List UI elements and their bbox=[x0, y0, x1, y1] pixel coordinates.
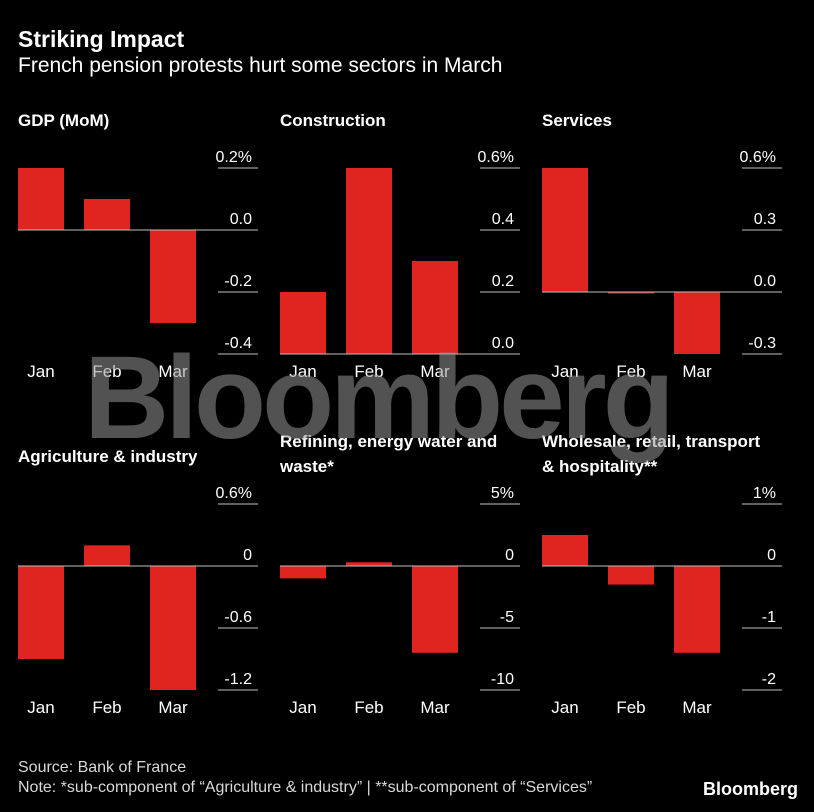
category-label: Mar bbox=[420, 362, 450, 381]
category-label: Jan bbox=[289, 698, 316, 717]
chart-subtitle: French pension protests hurt some sector… bbox=[18, 54, 503, 77]
bar-mar bbox=[150, 566, 196, 690]
bar-jan bbox=[542, 168, 588, 292]
footnote: Note: *sub-component of “Agriculture & i… bbox=[18, 779, 593, 796]
bar-feb bbox=[346, 562, 392, 566]
tick-label: -0.2 bbox=[224, 273, 252, 290]
category-label: Mar bbox=[682, 698, 712, 717]
bar-mar bbox=[150, 230, 196, 323]
tick-label: 0.0 bbox=[492, 335, 514, 352]
bar-feb bbox=[84, 545, 130, 566]
bar-mar bbox=[674, 292, 720, 354]
tick-label: 0.6% bbox=[740, 149, 776, 166]
tick-label: 0.0 bbox=[230, 211, 252, 228]
category-label: Mar bbox=[682, 362, 712, 381]
bar-feb bbox=[608, 292, 654, 294]
tick-label: 0.2% bbox=[216, 149, 252, 166]
panel-title-gdp: GDP (MoM) bbox=[18, 111, 110, 130]
bar-jan bbox=[280, 566, 326, 579]
bar-jan bbox=[542, 535, 588, 566]
tick-label: 0.6% bbox=[216, 485, 252, 502]
category-label: Feb bbox=[92, 362, 121, 381]
tick-label: -10 bbox=[491, 671, 514, 688]
chart-title: Striking Impact bbox=[18, 26, 185, 52]
panel-title-agriculture: Agriculture & industry bbox=[18, 447, 198, 466]
tick-label: 0.3 bbox=[754, 211, 776, 228]
tick-label: 0.0 bbox=[754, 273, 776, 290]
panel-title-services: Services bbox=[542, 111, 612, 130]
category-label: Jan bbox=[27, 698, 54, 717]
category-label: Jan bbox=[551, 362, 578, 381]
bar-feb bbox=[84, 199, 130, 230]
category-label: Feb bbox=[354, 362, 383, 381]
tick-label: -0.3 bbox=[748, 335, 776, 352]
category-label: Feb bbox=[92, 698, 121, 717]
tick-label: -0.6 bbox=[224, 609, 252, 626]
bar-jan bbox=[18, 566, 64, 659]
category-label: Feb bbox=[616, 698, 645, 717]
category-label: Feb bbox=[354, 698, 383, 717]
tick-label: -0.4 bbox=[224, 335, 252, 352]
tick-label: -1 bbox=[762, 609, 776, 626]
bloomberg-logo: Bloomberg bbox=[702, 779, 798, 799]
category-label: Jan bbox=[289, 362, 316, 381]
tick-label: 0.2 bbox=[492, 273, 514, 290]
tick-label: 0.6% bbox=[478, 149, 514, 166]
tick-label: -5 bbox=[500, 609, 514, 626]
bar-feb bbox=[346, 168, 392, 354]
category-label: Feb bbox=[616, 362, 645, 381]
category-label: Mar bbox=[420, 698, 450, 717]
bar-mar bbox=[674, 566, 720, 653]
panel-title-refining: Refining, energy water and waste* bbox=[280, 432, 498, 476]
tick-label: -1.2 bbox=[224, 671, 252, 688]
tick-label: 0 bbox=[767, 547, 776, 564]
source-note: Source: Bank of France bbox=[18, 759, 187, 776]
tick-label: 0 bbox=[505, 547, 514, 564]
panel-title-wholesale: Wholesale, retail, transport & hospitali… bbox=[542, 432, 761, 476]
category-label: Jan bbox=[27, 362, 54, 381]
panel-title-construction: Construction bbox=[280, 111, 386, 130]
category-label: Jan bbox=[551, 698, 578, 717]
bar-feb bbox=[608, 566, 654, 585]
tick-label: 0 bbox=[243, 547, 252, 564]
tick-label: 0.4 bbox=[492, 211, 514, 228]
bar-jan bbox=[18, 168, 64, 230]
tick-label: 5% bbox=[491, 485, 514, 502]
tick-label: -2 bbox=[762, 671, 776, 688]
bar-jan bbox=[280, 292, 326, 354]
category-label: Mar bbox=[158, 698, 188, 717]
tick-label: 1% bbox=[753, 485, 776, 502]
bar-mar bbox=[412, 261, 458, 354]
category-label: Mar bbox=[158, 362, 188, 381]
bar-mar bbox=[412, 566, 458, 653]
